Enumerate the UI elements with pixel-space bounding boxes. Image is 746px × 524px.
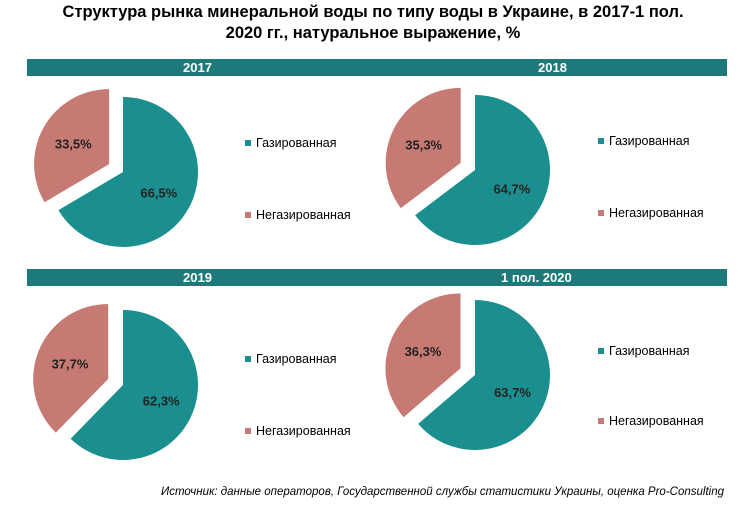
- chart-title: Структура рынка минеральной воды по типу…: [0, 2, 746, 44]
- legend-label-carbonated: Газированная: [609, 344, 690, 358]
- legend-swatch-carbonated: [245, 355, 251, 362]
- legend-label-still: Негазированная: [256, 424, 351, 438]
- data-label-still: 36,3%: [405, 344, 442, 359]
- data-label-carbonated: 64,7%: [493, 181, 530, 196]
- chart-title-line-2: 2020 гг., натуральное выражение, %: [225, 24, 521, 42]
- legend-swatch-carbonated: [598, 137, 604, 144]
- legend-label-carbonated: Газированная: [256, 352, 337, 366]
- legend-swatch-still: [598, 209, 604, 216]
- legend-swatch-still: [598, 417, 604, 424]
- legend-label-still: Негазированная: [609, 206, 704, 220]
- pie-2: 64,7% 35,3%: [385, 87, 551, 245]
- slice-carbonated: [418, 300, 550, 450]
- data-label-carbonated: 66,5%: [140, 185, 177, 200]
- legend-label-carbonated: Газированная: [256, 136, 337, 150]
- slice-carbonated: [70, 310, 198, 460]
- source-note: Источник: данные операторов, Государстве…: [161, 486, 724, 498]
- data-label-still: 35,3%: [405, 138, 442, 153]
- legend-item-carbonated: Газированная: [598, 344, 689, 358]
- legend-item-carbonated: Газированная: [598, 134, 689, 148]
- pie-1: 66,5% 33,5%: [34, 89, 198, 248]
- chart-title-line-1: Структура рынка минеральной воды по типу…: [62, 3, 684, 21]
- legend-label-carbonated: Газированная: [609, 134, 690, 148]
- slice-carbonated: [415, 95, 551, 245]
- panel-title-2017: 2017: [183, 60, 212, 75]
- data-label-carbonated: 62,3%: [143, 394, 180, 409]
- slice-still: [34, 89, 110, 203]
- data-label-still: 37,7%: [52, 356, 89, 371]
- pie-3: 62,3% 37,7%: [33, 303, 198, 460]
- panel-title-2019: 2019: [183, 270, 212, 285]
- slice-carbonated: [58, 97, 198, 248]
- legend-swatch-carbonated: [245, 139, 251, 146]
- legend-swatch-carbonated: [598, 347, 604, 354]
- data-label-still: 33,5%: [55, 137, 92, 152]
- header-bar-bottom: 2019 1 пол. 2020: [27, 269, 727, 286]
- legend-item-still: Негазированная: [245, 424, 351, 438]
- legend-label-still: Негазированная: [609, 414, 704, 428]
- legend-item-carbonated: Газированная: [245, 352, 336, 366]
- slice-still: [385, 293, 461, 418]
- legend-label-still: Негазированная: [256, 208, 351, 222]
- panel-title-2018: 2018: [538, 60, 567, 75]
- pie-4: 63,7% 36,3%: [385, 293, 550, 450]
- header-bar-top: 2017 2018: [27, 59, 727, 76]
- legend-item-carbonated: Газированная: [245, 136, 336, 150]
- slice-still: [385, 87, 461, 209]
- legend-item-still: Негазированная: [598, 206, 704, 220]
- legend-swatch-still: [245, 427, 251, 434]
- legend-item-still: Негазированная: [245, 208, 351, 222]
- slice-still: [33, 303, 109, 433]
- legend-item-still: Негазированная: [598, 414, 704, 428]
- panel-title-h1-2020: 1 пол. 2020: [501, 270, 572, 285]
- legend-swatch-still: [245, 211, 251, 218]
- data-label-carbonated: 63,7%: [494, 385, 531, 400]
